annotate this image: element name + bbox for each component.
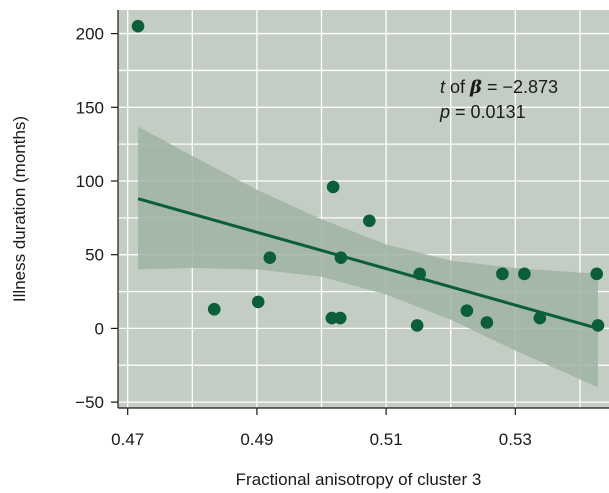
- annotation-p-value: = 0.0131: [450, 102, 526, 122]
- y-axis-ticks: −50 0 50 100 150 200: [75, 25, 118, 412]
- y-tick-label: 0: [95, 319, 104, 338]
- x-tick-label: 0.49: [240, 430, 273, 449]
- data-point: [590, 267, 604, 281]
- x-axis-ticks: 0.47 0.49 0.51 0.53: [111, 408, 532, 449]
- data-point: [518, 267, 531, 281]
- y-tick-label: 100: [76, 172, 104, 191]
- data-point: [251, 295, 265, 309]
- y-tick-label: 50: [85, 246, 104, 265]
- x-axis-label: Fractional anisotropy of cluster 3: [236, 470, 482, 489]
- data-point: [496, 267, 509, 281]
- data-point: [363, 214, 376, 228]
- annotation-beta: β: [469, 77, 482, 98]
- annotation-p-symbol: p: [439, 102, 450, 122]
- y-tick-label: −50: [75, 393, 104, 412]
- annotation-t: t: [440, 77, 446, 97]
- x-tick-label: 0.51: [370, 430, 403, 449]
- annotation-of: of: [445, 77, 470, 97]
- axes: [117, 10, 609, 409]
- annotation-p: p = 0.0131: [439, 102, 526, 122]
- x-tick-label: 0.47: [111, 430, 144, 449]
- data-point: [410, 319, 424, 332]
- data-point: [326, 180, 340, 194]
- data-point: [533, 311, 547, 325]
- data-point: [207, 302, 221, 316]
- data-point: [460, 304, 474, 318]
- data-point: [263, 251, 277, 264]
- annotation-t-beta: t of β = −2.873: [440, 77, 558, 98]
- data-point: [334, 251, 348, 264]
- y-tick-label: 200: [76, 25, 104, 44]
- regression-line: [137, 197, 599, 330]
- data-point: [480, 316, 494, 329]
- data-point: [413, 267, 427, 281]
- y-tick-label: 150: [76, 98, 104, 117]
- x-tick-label: 0.53: [499, 430, 532, 449]
- data-point: [591, 319, 605, 332]
- y-axis-label: Illness duration (months): [10, 116, 29, 302]
- annotation-t-value: = −2.873: [482, 77, 558, 97]
- data-point: [333, 311, 347, 325]
- data-points: [131, 19, 605, 332]
- data-point: [131, 19, 145, 33]
